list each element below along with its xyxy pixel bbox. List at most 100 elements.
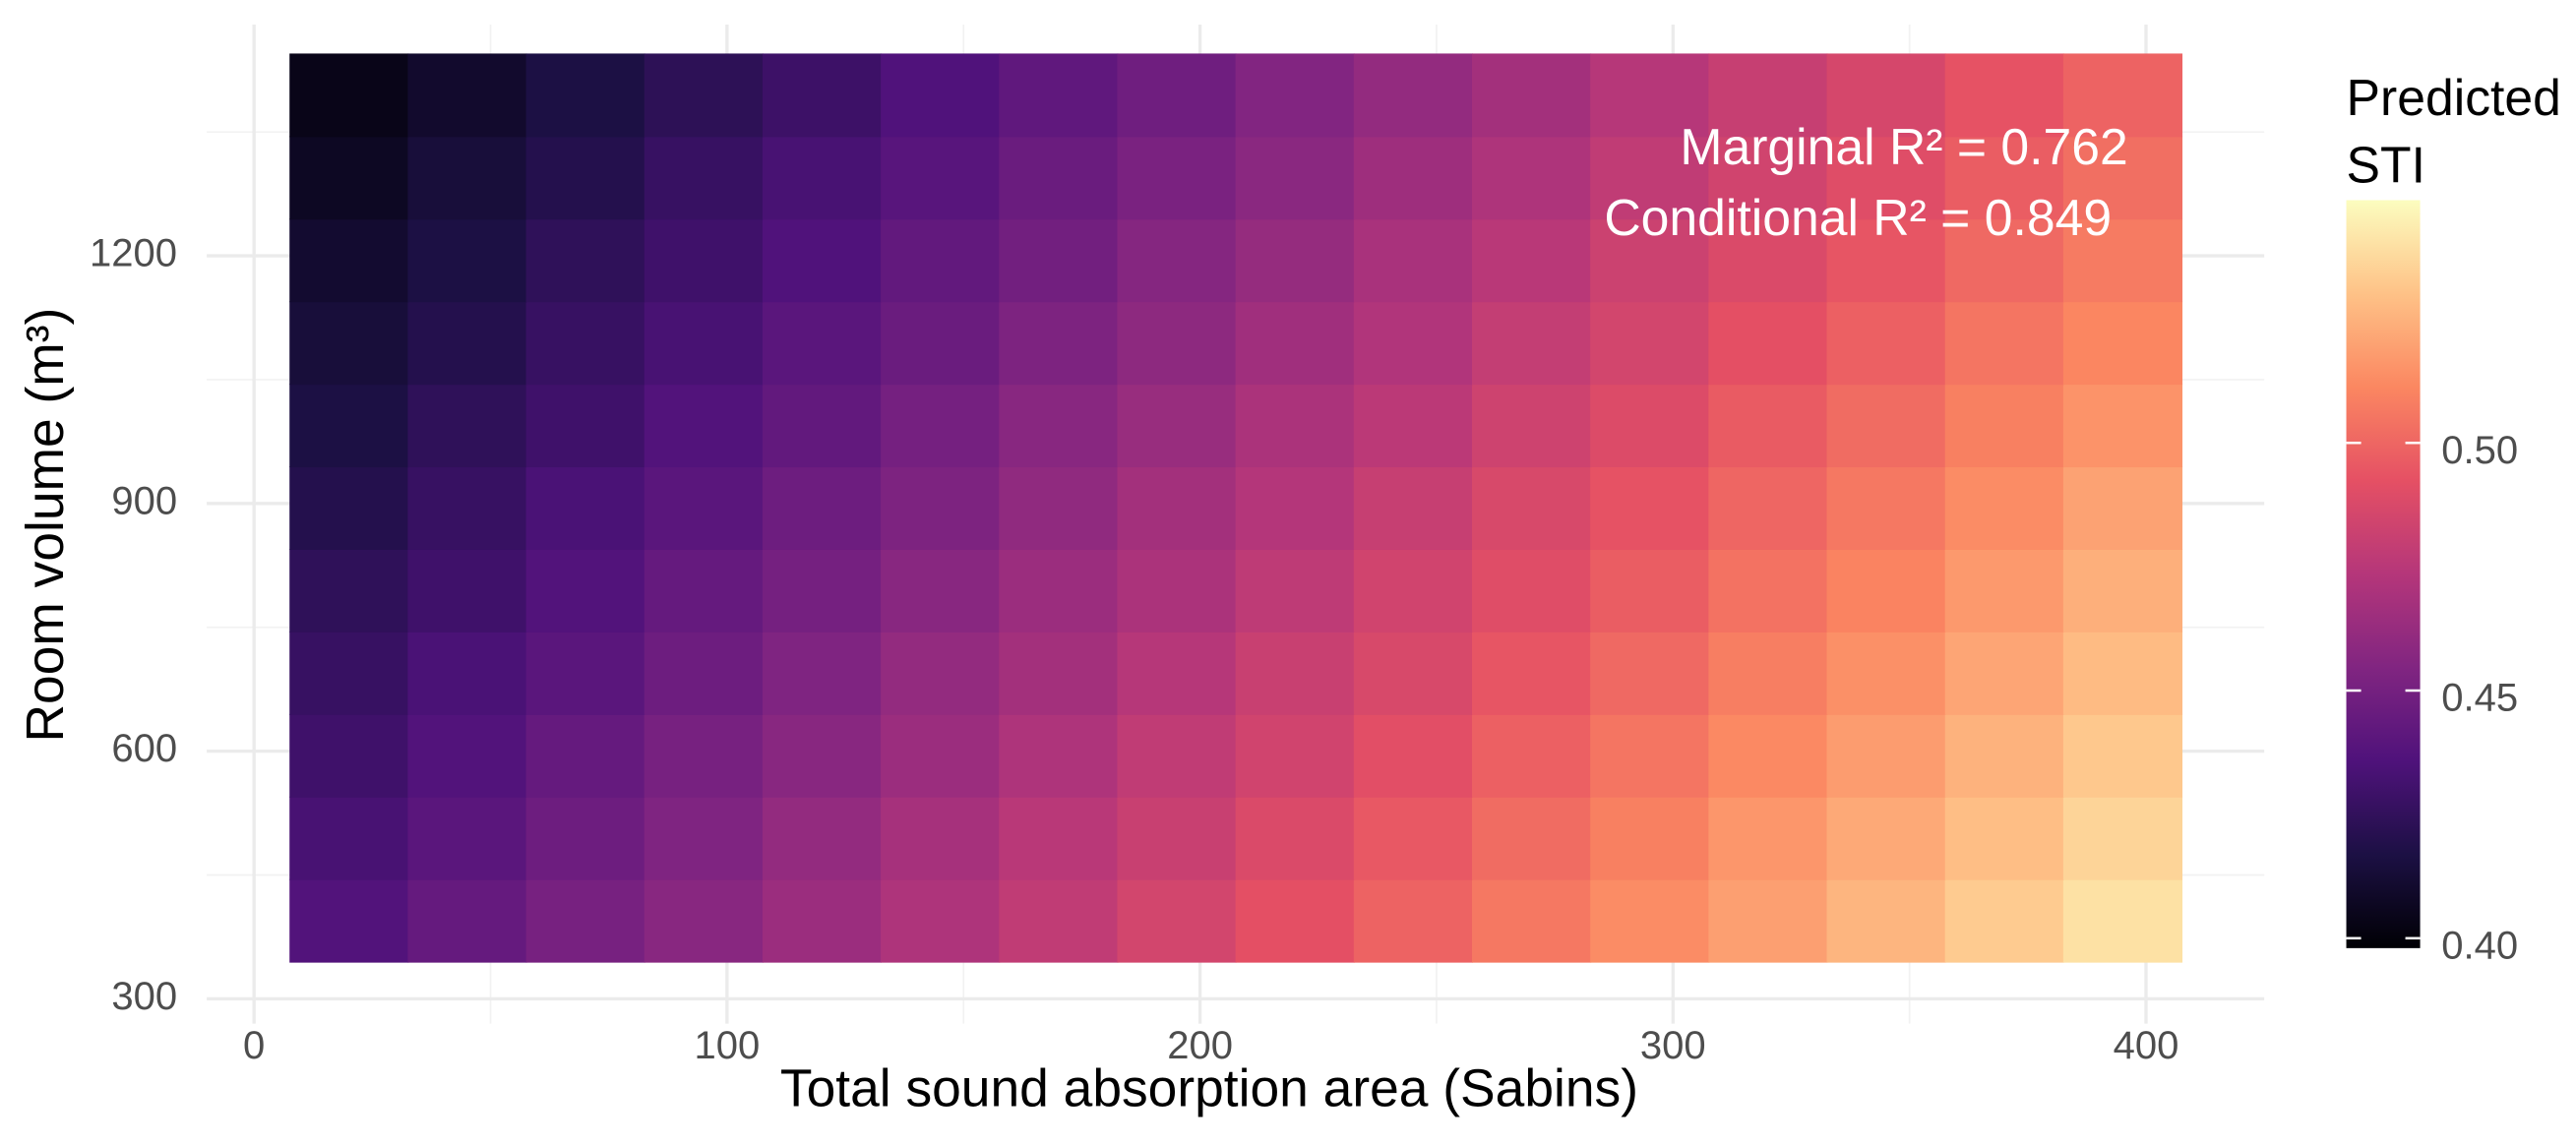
heatmap-cell bbox=[762, 466, 883, 550]
heatmap-cell bbox=[1235, 53, 1355, 138]
heatmap-cell bbox=[2062, 301, 2183, 386]
heatmap-cell bbox=[999, 384, 1119, 468]
heatmap-cell bbox=[289, 53, 409, 138]
heatmap-cell bbox=[1235, 136, 1355, 220]
heatmap-cell bbox=[762, 384, 883, 468]
heatmap-cell bbox=[1117, 548, 1237, 633]
heatmap-cell bbox=[525, 631, 645, 715]
heatmap-cell bbox=[1471, 466, 1592, 550]
heatmap-cell bbox=[999, 301, 1119, 386]
heatmap-cell bbox=[289, 466, 409, 550]
heatmap-cell bbox=[1708, 53, 1828, 138]
heatmap-cell bbox=[1826, 713, 1946, 798]
heatmap bbox=[289, 53, 2183, 963]
heatmap-cell bbox=[407, 713, 527, 798]
annotation: Marginal R² = 0.762 bbox=[1680, 118, 2127, 175]
heatmap-cell bbox=[1353, 301, 1473, 386]
heatmap-cell bbox=[407, 796, 527, 880]
heatmap-cell bbox=[1117, 53, 1237, 138]
heatmap-cell bbox=[1353, 713, 1473, 798]
heatmap-cell bbox=[644, 631, 764, 715]
heatmap-cell bbox=[999, 796, 1119, 880]
heatmap-cell bbox=[1471, 631, 1592, 715]
heatmap-cell bbox=[881, 136, 1001, 220]
heatmap-cell bbox=[1708, 301, 1828, 386]
x-tick-label: 400 bbox=[2114, 1024, 2179, 1067]
heatmap-cell bbox=[644, 301, 764, 386]
heatmap-cell bbox=[525, 713, 645, 798]
heatmap-cell bbox=[1826, 466, 1946, 550]
heatmap-cell bbox=[999, 878, 1119, 963]
heatmap-cell bbox=[1117, 796, 1237, 880]
heatmap-cell bbox=[1708, 466, 1828, 550]
heatmap-cell bbox=[881, 631, 1001, 715]
heatmap-cell bbox=[1235, 301, 1355, 386]
heatmap-cell bbox=[999, 713, 1119, 798]
heatmap-cell bbox=[1590, 301, 1710, 386]
heatmap-cell bbox=[1235, 631, 1355, 715]
heatmap-cell bbox=[1353, 878, 1473, 963]
heatmap-cell bbox=[644, 136, 764, 220]
heatmap-cell bbox=[289, 548, 409, 633]
heatmap-cell bbox=[881, 218, 1001, 303]
heatmap-cell bbox=[1826, 136, 1946, 220]
heatmap-cell bbox=[2062, 53, 2183, 138]
heatmap-cell bbox=[999, 548, 1119, 633]
heatmap-cell bbox=[407, 548, 527, 633]
heatmap-cell bbox=[1117, 384, 1237, 468]
heatmap-cell bbox=[1944, 53, 2064, 138]
x-tick-label: 300 bbox=[1640, 1024, 1706, 1067]
heatmap-cell bbox=[1826, 301, 1946, 386]
heatmap-cell bbox=[762, 548, 883, 633]
y-tick-label: 900 bbox=[111, 479, 177, 522]
heatmap-cell bbox=[289, 631, 409, 715]
heatmap-cell bbox=[1353, 466, 1473, 550]
heatmap-cell bbox=[1353, 53, 1473, 138]
heatmap-cell bbox=[881, 301, 1001, 386]
heatmap-cell bbox=[1708, 136, 1828, 220]
heatmap-cell bbox=[1708, 713, 1828, 798]
heatmap-cell bbox=[525, 548, 645, 633]
heatmap-cell bbox=[1944, 548, 2064, 633]
heatmap-cell bbox=[525, 878, 645, 963]
annotation: Conditional R² = 0.849 bbox=[1604, 189, 2112, 246]
heatmap-cell bbox=[1471, 878, 1592, 963]
heatmap-cell bbox=[644, 878, 764, 963]
heatmap-cell bbox=[644, 713, 764, 798]
heatmap-cell bbox=[407, 301, 527, 386]
heatmap-cell bbox=[644, 384, 764, 468]
heatmap-cell bbox=[407, 631, 527, 715]
heatmap-cell bbox=[407, 218, 527, 303]
heatmap-cell bbox=[1708, 218, 1828, 303]
heatmap-cell bbox=[1590, 548, 1710, 633]
heatmap-cell bbox=[2062, 136, 2183, 220]
heatmap-cell bbox=[1826, 218, 1946, 303]
heatmap-cell bbox=[1590, 796, 1710, 880]
heatmap-cell bbox=[881, 878, 1001, 963]
heatmap-cell bbox=[1590, 466, 1710, 550]
heatmap-cell bbox=[881, 713, 1001, 798]
heatmap-cell bbox=[1590, 136, 1710, 220]
heatmap-cell bbox=[1235, 466, 1355, 550]
heatmap-cell bbox=[1353, 631, 1473, 715]
legend-title: Predicted bbox=[2347, 69, 2561, 126]
heatmap-cell bbox=[1235, 796, 1355, 880]
heatmap-cell bbox=[1353, 796, 1473, 880]
heatmap-cell bbox=[1235, 218, 1355, 303]
heatmap-cell bbox=[881, 53, 1001, 138]
heatmap-cell bbox=[1944, 631, 2064, 715]
heatmap-cell bbox=[1353, 548, 1473, 633]
heatmap-cell bbox=[1235, 548, 1355, 633]
heatmap-cell bbox=[881, 548, 1001, 633]
heatmap-cell bbox=[762, 878, 883, 963]
heatmap-cell bbox=[644, 796, 764, 880]
heatmap-cell bbox=[2062, 878, 2183, 963]
heatmap-cell bbox=[1944, 384, 2064, 468]
heatmap-cell bbox=[1826, 548, 1946, 633]
heatmap-cell bbox=[2062, 384, 2183, 468]
heatmap-cell bbox=[525, 796, 645, 880]
heatmap-cell bbox=[1944, 878, 2064, 963]
heatmap-cell bbox=[1471, 53, 1592, 138]
heatmap-cell bbox=[1117, 878, 1237, 963]
